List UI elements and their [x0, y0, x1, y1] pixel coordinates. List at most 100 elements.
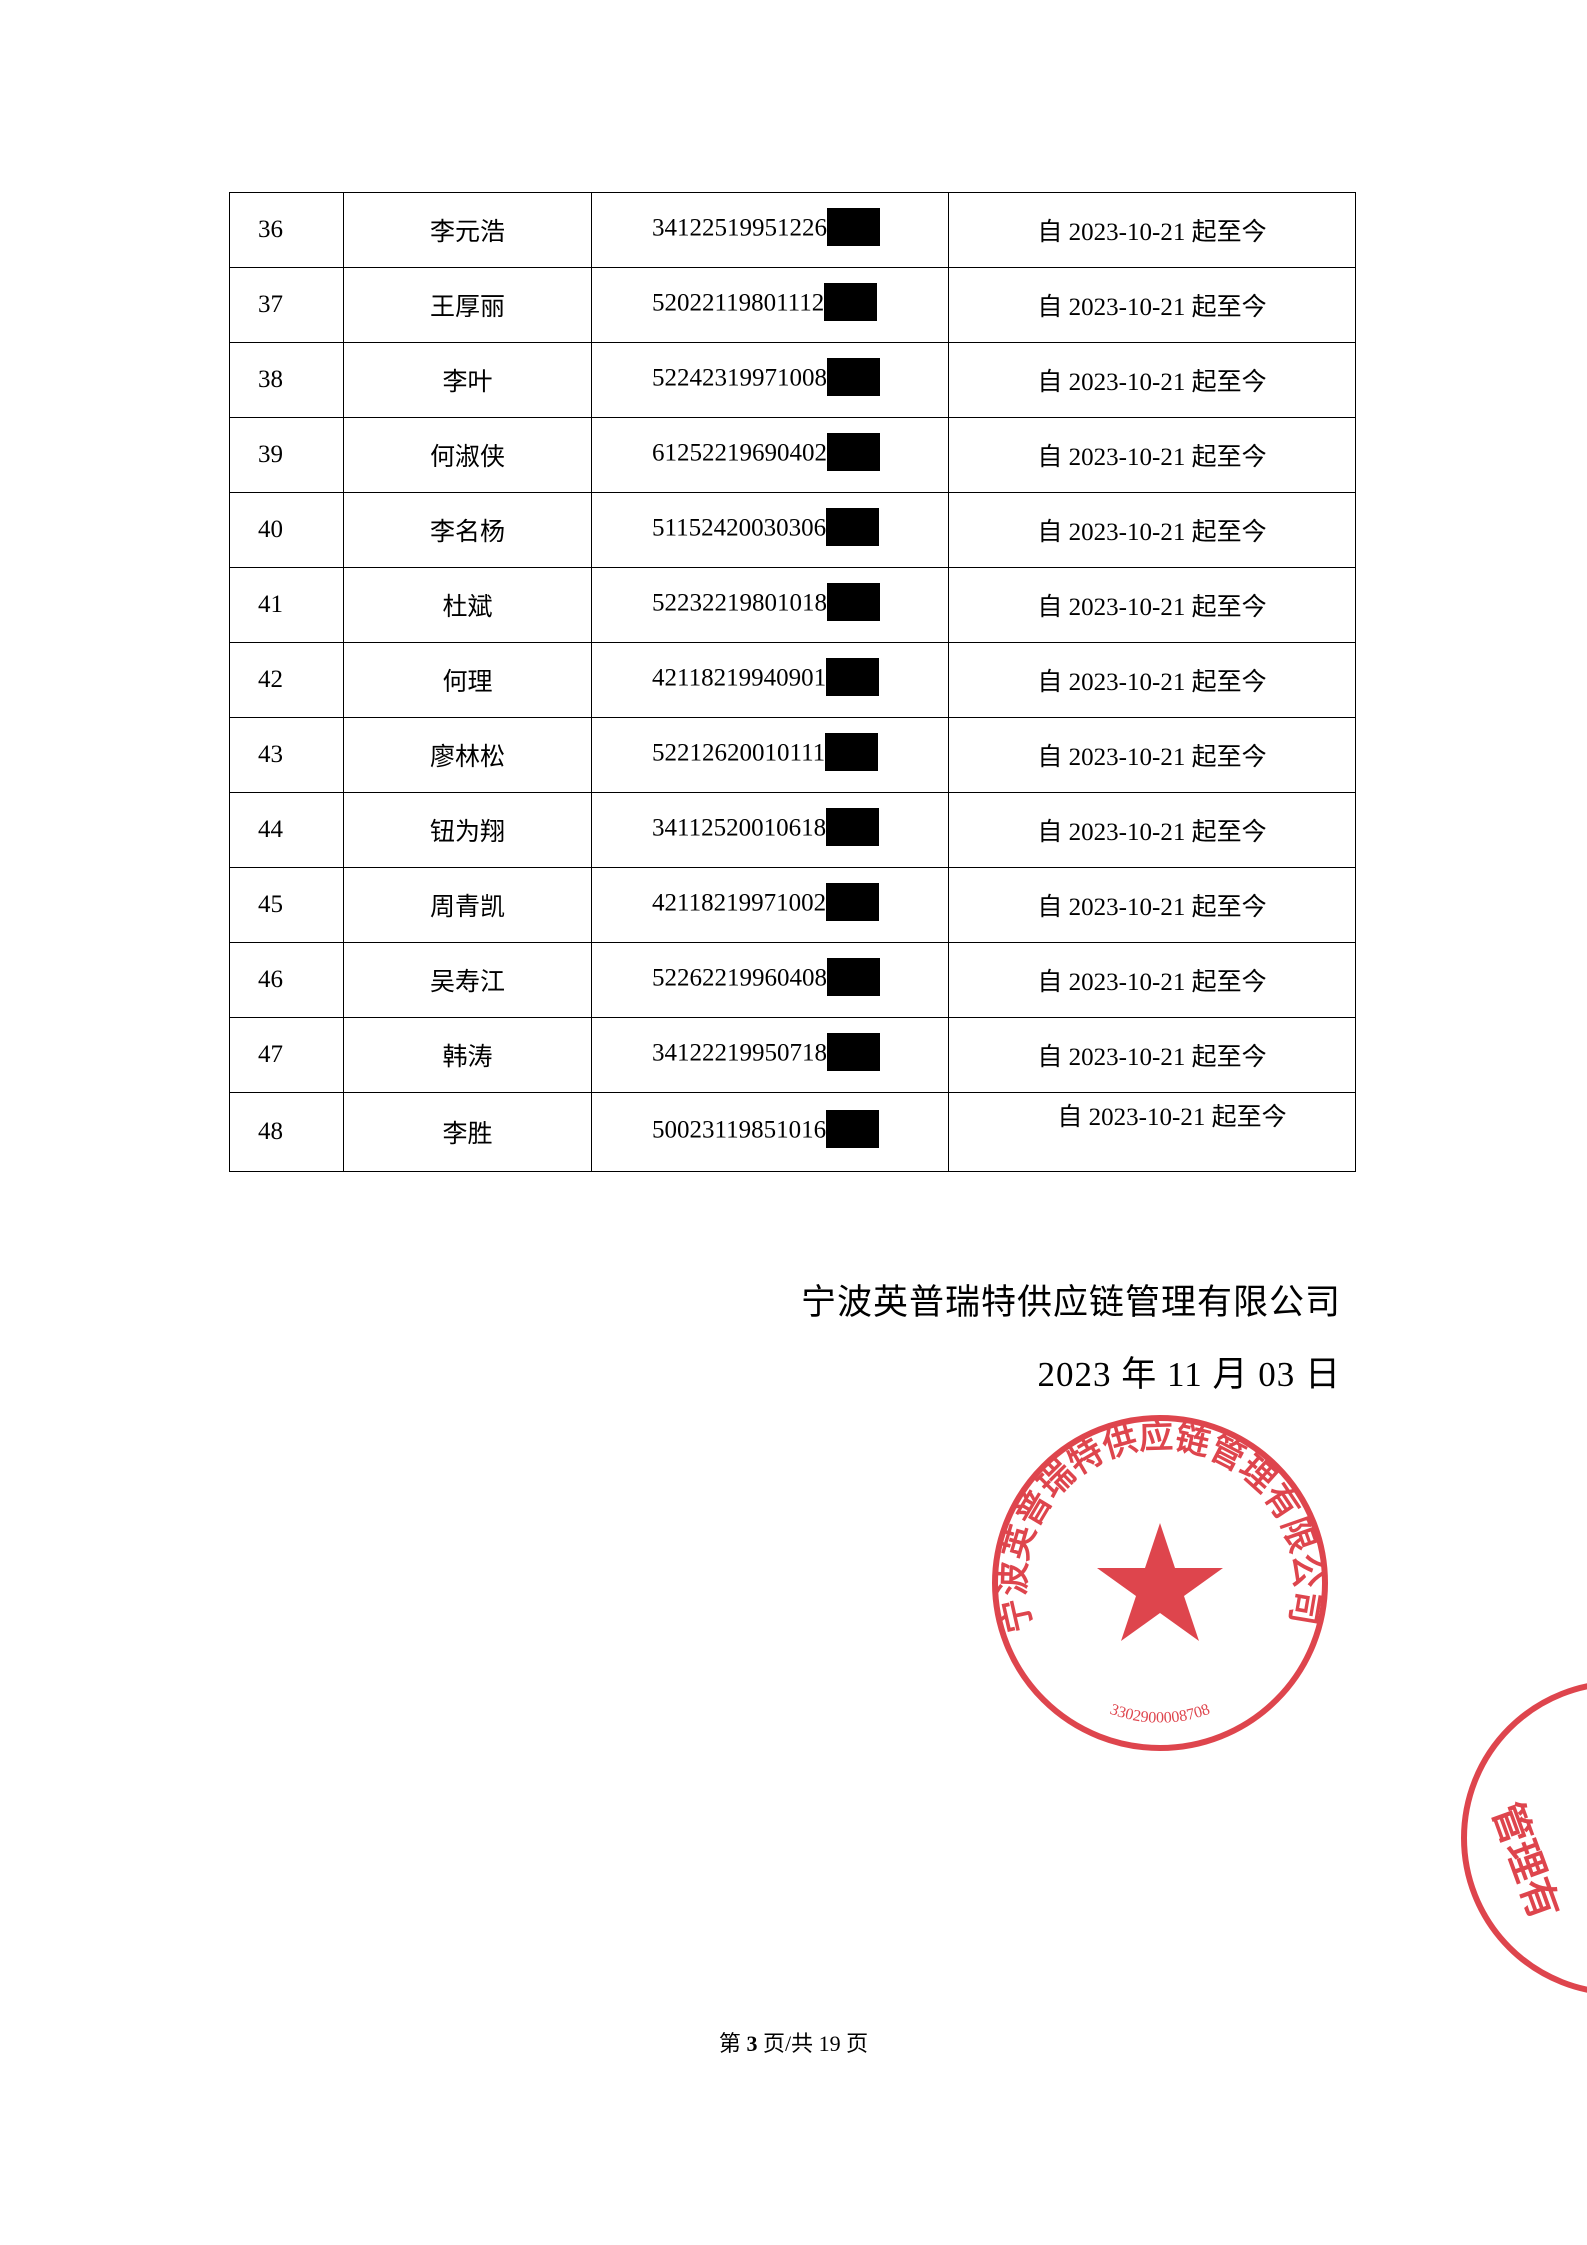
redaction-box — [824, 283, 878, 321]
employee-name: 李元浩 — [343, 192, 592, 268]
id-number: 50023119851016 — [652, 1116, 827, 1144]
redaction-box — [827, 958, 880, 996]
employment-period: 自 2023-10-21 起至今 — [948, 717, 1356, 793]
id-number: 34122519951226 — [652, 214, 827, 242]
redaction-box — [826, 508, 880, 546]
id-number-cell: 61252219690402 — [591, 417, 949, 493]
id-number: 52022119801112 — [652, 289, 825, 317]
employment-period: 自 2023-10-21 起至今 — [948, 192, 1356, 268]
id-number-cell: 52212620010111 — [591, 717, 949, 793]
footer-prefix: 第 — [718, 2031, 741, 2056]
employee-name: 李胜 — [343, 1092, 592, 1172]
row-number: 37 — [229, 267, 344, 343]
redaction-box — [826, 1110, 880, 1148]
row-number: 45 — [229, 867, 344, 943]
table-row: 42 何理 42118219940901 自 2023-10-21 起至今 — [229, 642, 1356, 718]
total-pages: 19 — [818, 2031, 841, 2056]
row-number: 46 — [229, 942, 344, 1018]
id-number-cell: 51152420030306 — [591, 492, 949, 568]
employment-period: 自 2023-10-21 起至今 — [948, 342, 1356, 418]
employee-table: 36 李元浩 34122519951226 自 2023-10-21 起至今 37… — [229, 192, 1356, 1172]
employment-period: 自 2023-10-21 起至今 — [948, 942, 1356, 1018]
id-number-cell: 52262219960408 — [591, 942, 949, 1018]
table-row: 48 李胜 50023119851016 自 2023-10-21 起至今 — [229, 1092, 1356, 1172]
table-row: 38 李叶 52242319971008 自 2023-10-21 起至今 — [229, 342, 1356, 418]
table-row: 44 钮为翔 34112520010618 自 2023-10-21 起至今 — [229, 792, 1356, 868]
table-row: 45 周青凯 42118219971002 自 2023-10-21 起至今 — [229, 867, 1356, 943]
employment-period: 自 2023-10-21 起至今 — [948, 867, 1356, 943]
seal-text: 宁波英普瑞特供应链管理有限公司 — [995, 1418, 1325, 1636]
table-row: 36 李元浩 34122519951226 自 2023-10-21 起至今 — [229, 192, 1356, 268]
row-number: 44 — [229, 792, 344, 868]
redaction-box — [827, 1033, 880, 1071]
page-footer: 第 3 页/共 19 页 — [0, 2026, 1587, 2058]
seal-code: 3302900008708 — [1108, 1701, 1212, 1727]
table-row: 39 何淑侠 61252219690402 自 2023-10-21 起至今 — [229, 417, 1356, 493]
id-number-cell: 34122219950718 — [591, 1017, 949, 1093]
row-number: 48 — [229, 1092, 344, 1172]
footer-middle: 页/共 — [762, 2031, 814, 2056]
id-number: 42118219940901 — [652, 664, 827, 692]
row-number: 47 — [229, 1017, 344, 1093]
row-number: 36 — [229, 192, 344, 268]
row-number: 40 — [229, 492, 344, 568]
svg-text:管理有: 管理有 — [1484, 1797, 1567, 1925]
employment-period: 自 2023-10-21 起至今 — [948, 567, 1356, 643]
row-number: 39 — [229, 417, 344, 493]
table-row: 40 李名杨 51152420030306 自 2023-10-21 起至今 — [229, 492, 1356, 568]
employee-name: 韩涛 — [343, 1017, 592, 1093]
id-number-cell: 34112520010618 — [591, 792, 949, 868]
id-number-cell: 52232219801018 — [591, 567, 949, 643]
table-row: 46 吴寿江 52262219960408 自 2023-10-21 起至今 — [229, 942, 1356, 1018]
id-number-cell: 52242319971008 — [591, 342, 949, 418]
employment-period: 自 2023-10-21 起至今 — [948, 267, 1356, 343]
employee-name: 吴寿江 — [343, 942, 592, 1018]
id-number: 52212620010111 — [652, 739, 826, 767]
employment-period: 自 2023-10-21 起至今 — [948, 417, 1356, 493]
row-number: 43 — [229, 717, 344, 793]
id-number-cell: 50023119851016 — [591, 1092, 949, 1172]
employment-period: 自 2023-10-21 起至今 — [948, 1017, 1356, 1093]
id-number-cell: 42118219940901 — [591, 642, 949, 718]
table-row: 43 廖林松 52212620010111 自 2023-10-21 起至今 — [229, 717, 1356, 793]
employee-name: 廖林松 — [343, 717, 592, 793]
employee-name: 李叶 — [343, 342, 592, 418]
footer-suffix: 页 — [846, 2031, 869, 2056]
redaction-box — [826, 658, 880, 696]
employee-name: 周青凯 — [343, 867, 592, 943]
id-number-cell: 42118219971002 — [591, 867, 949, 943]
id-number: 52242319971008 — [652, 364, 827, 392]
redaction-box — [827, 583, 880, 621]
row-number: 38 — [229, 342, 344, 418]
id-number: 42118219971002 — [652, 889, 827, 917]
employee-name: 何理 — [343, 642, 592, 718]
table-row: 47 韩涛 34122219950718 自 2023-10-21 起至今 — [229, 1017, 1356, 1093]
id-number-cell: 52022119801112 — [591, 267, 949, 343]
id-number: 34122219950718 — [652, 1039, 827, 1067]
id-number-cell: 34122519951226 — [591, 192, 949, 268]
employment-period: 自 2023-10-21 起至今 — [948, 492, 1356, 568]
employee-name: 王厚丽 — [343, 267, 592, 343]
employee-name: 钮为翔 — [343, 792, 592, 868]
id-number: 52232219801018 — [652, 589, 827, 617]
employment-period: 自 2023-10-21 起至今 — [948, 1092, 1356, 1172]
redaction-box — [826, 883, 880, 921]
partial-seal: 管理有 — [1461, 1683, 1587, 1993]
seal-star-icon — [1097, 1523, 1223, 1641]
redaction-box — [825, 733, 879, 771]
id-number: 34112520010618 — [652, 814, 827, 842]
row-number: 41 — [229, 567, 344, 643]
employment-period: 自 2023-10-21 起至今 — [948, 642, 1356, 718]
table-row: 37 王厚丽 52022119801112 自 2023-10-21 起至今 — [229, 267, 1356, 343]
redaction-box — [827, 208, 880, 246]
employee-name: 杜斌 — [343, 567, 592, 643]
id-number: 51152420030306 — [652, 514, 827, 542]
redaction-box — [827, 358, 880, 396]
table-row: 41 杜斌 52232219801018 自 2023-10-21 起至今 — [229, 567, 1356, 643]
company-signature: 宁波英普瑞特供应链管理有限公司 — [800, 1283, 1341, 1322]
id-number: 52262219960408 — [652, 964, 827, 992]
employment-period: 自 2023-10-21 起至今 — [948, 792, 1356, 868]
employee-name: 李名杨 — [343, 492, 592, 568]
employee-name: 何淑侠 — [343, 417, 592, 493]
company-seal: 宁波英普瑞特供应链管理有限公司 3302900008708 — [992, 1415, 1328, 1751]
